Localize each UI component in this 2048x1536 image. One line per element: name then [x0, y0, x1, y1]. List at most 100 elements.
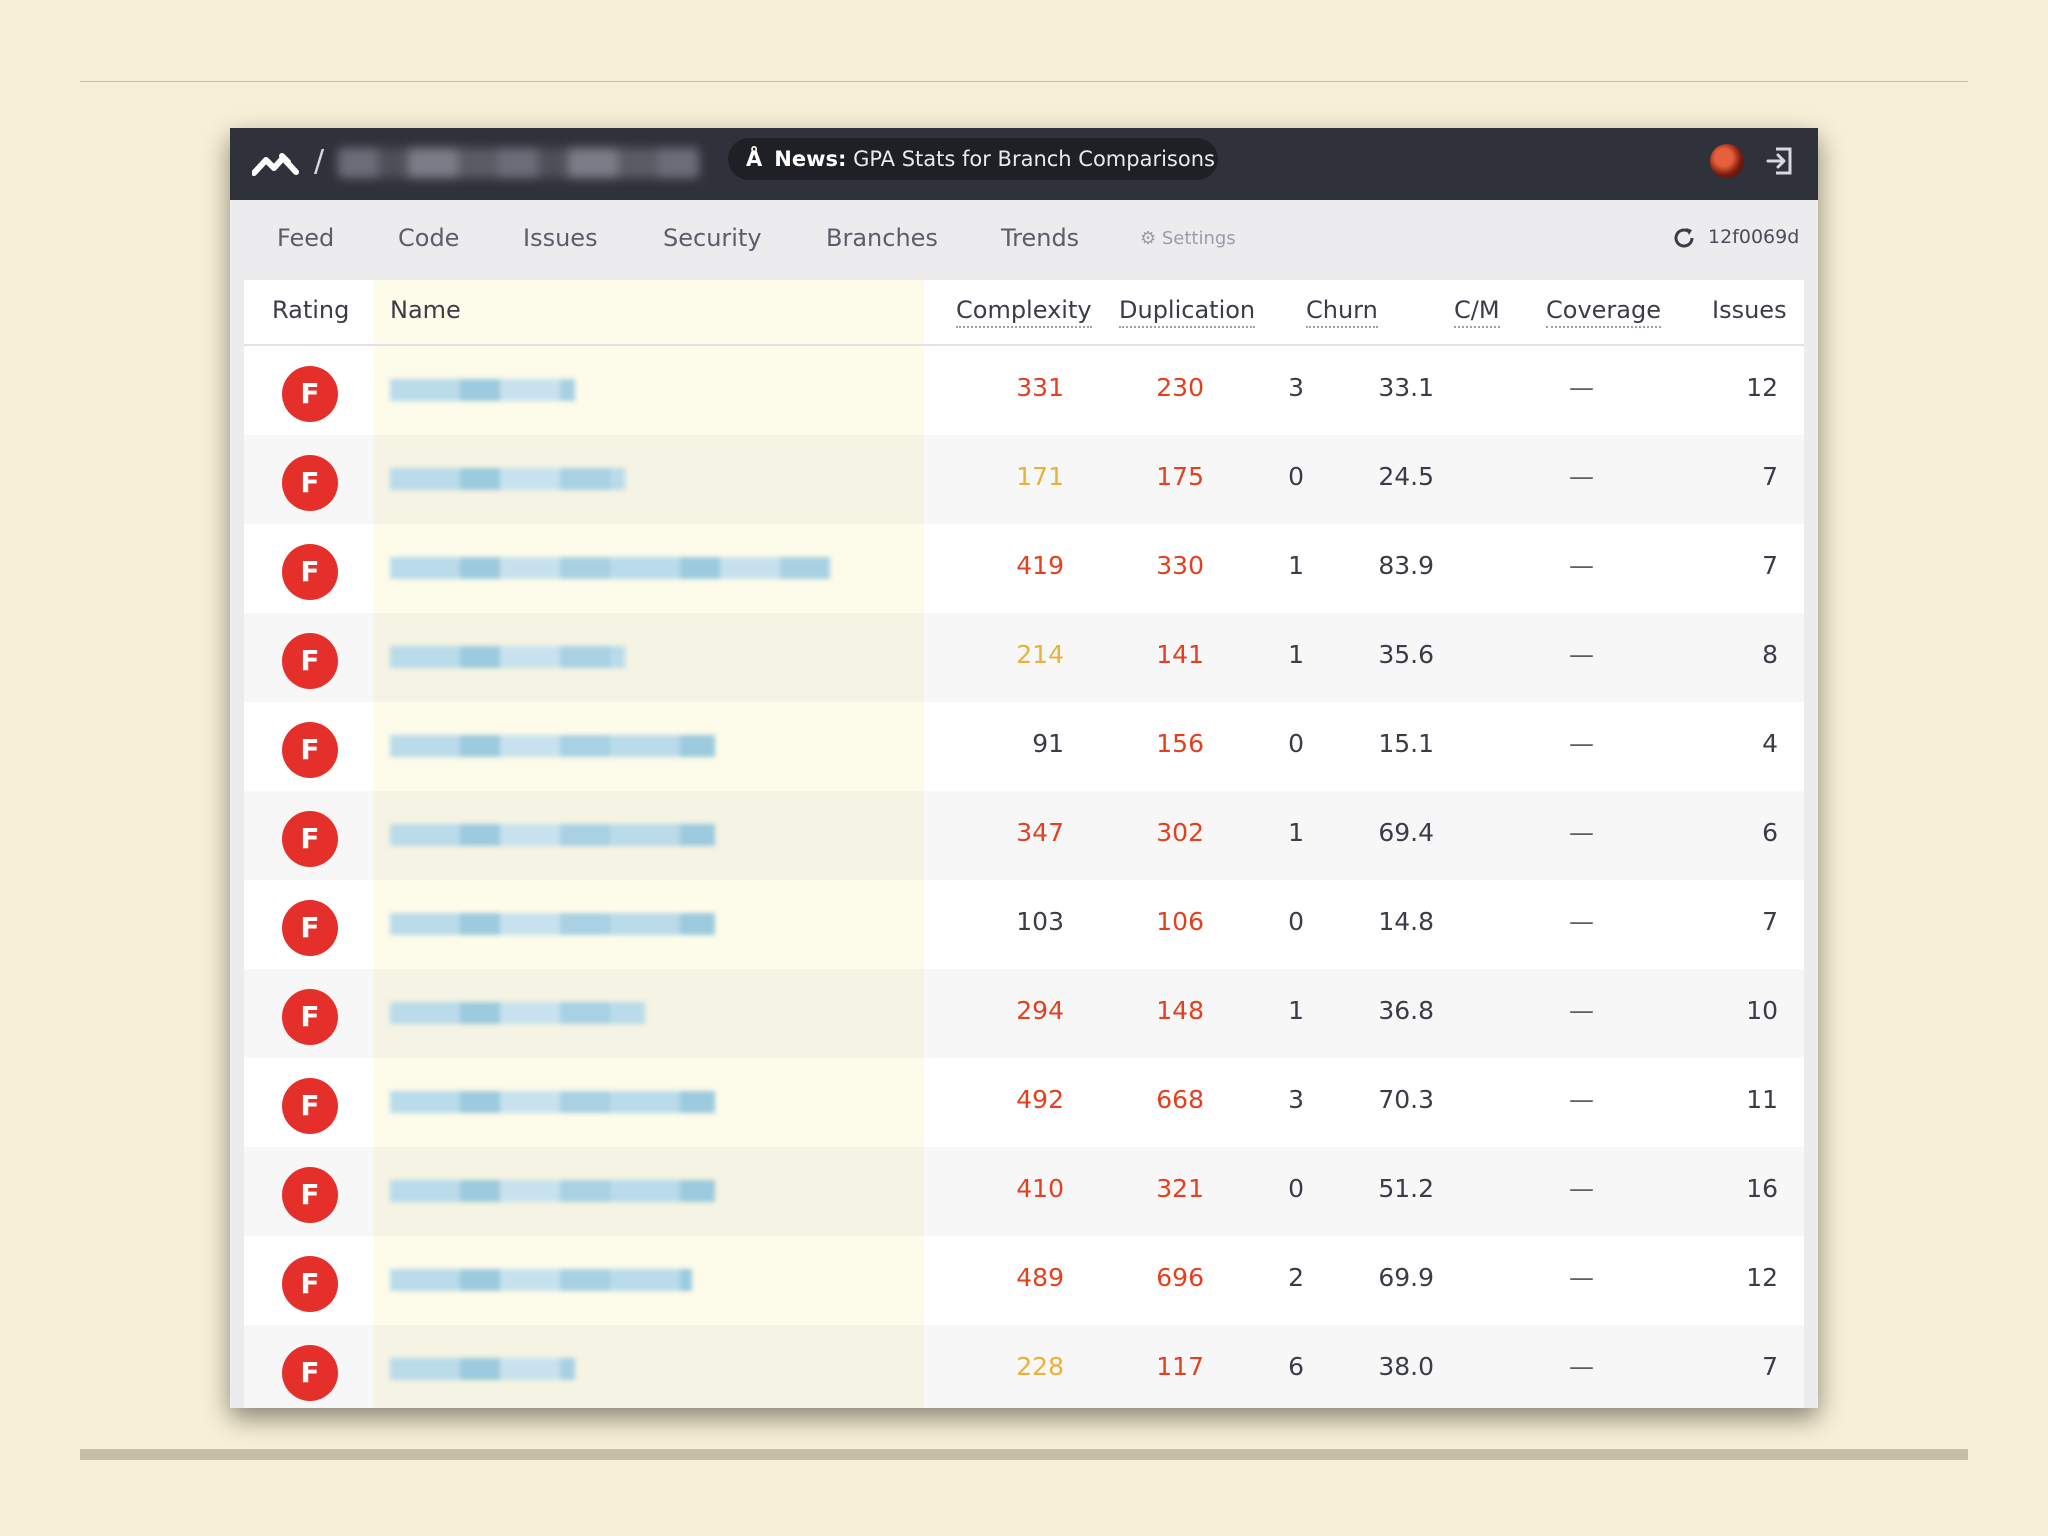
table-row[interactable]: F 489 696 2 69.9 — 12	[244, 1236, 1804, 1325]
duplication-cell: 148	[1156, 996, 1204, 1025]
table-row[interactable]: F 103 106 0 14.8 — 7	[244, 880, 1804, 969]
complexity-cell: 91	[1032, 729, 1064, 758]
rating-badge: F	[282, 1167, 338, 1223]
header-duplication[interactable]: Duplication	[1119, 296, 1256, 328]
churn-cell: 1	[1288, 996, 1304, 1025]
tab-issues[interactable]: Issues	[523, 224, 598, 252]
coverage-cell: —	[1569, 1352, 1594, 1381]
rating-badge: F	[282, 1256, 338, 1312]
issues-cell: 16	[1746, 1174, 1778, 1203]
news-text: GPA Stats for Branch Comparisons	[853, 147, 1215, 171]
issues-cell: 7	[1762, 462, 1778, 491]
news-banner[interactable]: Å News: GPA Stats for Branch Comparisons	[728, 138, 1218, 180]
tab-settings[interactable]: ⚙ Settings	[1140, 228, 1236, 249]
cm-cell: 38.0	[1378, 1352, 1434, 1381]
file-name-redacted[interactable]	[390, 1002, 645, 1024]
tab-branches[interactable]: Branches	[826, 224, 938, 252]
refresh-icon[interactable]	[1672, 226, 1696, 250]
complexity-cell: 347	[1016, 818, 1064, 847]
churn-cell: 3	[1288, 373, 1304, 402]
table-row[interactable]: F 171 175 0 24.5 — 7	[244, 435, 1804, 524]
file-name-redacted[interactable]	[390, 557, 830, 579]
complexity-cell: 489	[1016, 1263, 1064, 1292]
file-name-redacted[interactable]	[390, 735, 715, 757]
rating-badge: F	[282, 366, 338, 422]
coverage-cell: —	[1569, 640, 1594, 669]
file-name-redacted[interactable]	[390, 468, 625, 490]
file-name-redacted[interactable]	[390, 913, 715, 935]
tab-feed[interactable]: Feed	[277, 224, 335, 252]
issues-cell: 12	[1746, 373, 1778, 402]
table-row[interactable]: F 294 148 1 36.8 — 10	[244, 969, 1804, 1058]
header-cm[interactable]: C/M	[1454, 296, 1500, 328]
codeclimate-logo-icon[interactable]	[252, 146, 306, 180]
duplication-cell: 321	[1156, 1174, 1204, 1203]
tab-trends[interactable]: Trends	[1001, 224, 1080, 252]
user-avatar[interactable]	[1710, 144, 1744, 178]
table-row[interactable]: F 228 117 6 38.0 — 7	[244, 1325, 1804, 1408]
coverage-cell: —	[1569, 996, 1594, 1025]
cm-cell: 51.2	[1378, 1174, 1434, 1203]
file-name-redacted[interactable]	[390, 1358, 575, 1380]
churn-cell: 2	[1288, 1263, 1304, 1292]
header-churn[interactable]: Churn	[1306, 296, 1378, 328]
duplication-cell: 106	[1156, 907, 1204, 936]
cm-cell: 69.9	[1378, 1263, 1434, 1292]
cm-cell: 36.8	[1378, 996, 1434, 1025]
table-row[interactable]: F 492 668 3 70.3 — 11	[244, 1058, 1804, 1147]
issues-cell: 7	[1762, 907, 1778, 936]
tab-code[interactable]: Code	[398, 224, 460, 252]
rating-badge: F	[282, 722, 338, 778]
file-name-redacted[interactable]	[390, 1269, 692, 1291]
repo-name-redacted[interactable]	[338, 148, 700, 178]
file-name-redacted[interactable]	[390, 1180, 715, 1202]
cm-cell: 14.8	[1378, 907, 1434, 936]
coverage-cell: —	[1569, 1174, 1594, 1203]
duplication-cell: 302	[1156, 818, 1204, 847]
issues-cell: 7	[1762, 551, 1778, 580]
rating-badge: F	[282, 455, 338, 511]
header-name[interactable]: Name	[390, 296, 461, 324]
news-label: News:	[774, 147, 847, 171]
sign-out-icon[interactable]	[1766, 144, 1796, 178]
slide-bottom-rule	[80, 1449, 1968, 1460]
coverage-cell: —	[1569, 1263, 1594, 1292]
issues-cell: 10	[1746, 996, 1778, 1025]
coverage-cell: —	[1569, 818, 1594, 847]
table-row[interactable]: F 91 156 0 15.1 — 4	[244, 702, 1804, 791]
tab-security[interactable]: Security	[663, 224, 762, 252]
complexity-cell: 294	[1016, 996, 1064, 1025]
table-row[interactable]: F 410 321 0 51.2 — 16	[244, 1147, 1804, 1236]
churn-cell: 1	[1288, 818, 1304, 847]
breadcrumb-separator: /	[314, 144, 325, 179]
rating-badge: F	[282, 1078, 338, 1134]
table-row[interactable]: F 331 230 3 33.1 — 12	[244, 346, 1804, 435]
file-name-redacted[interactable]	[390, 379, 575, 401]
cm-cell: 15.1	[1378, 729, 1434, 758]
file-name-redacted[interactable]	[390, 646, 625, 668]
header-coverage[interactable]: Coverage	[1546, 296, 1661, 328]
commit-sha[interactable]: 12f0069d	[1708, 226, 1800, 248]
churn-cell: 6	[1288, 1352, 1304, 1381]
cm-cell: 35.6	[1378, 640, 1434, 669]
header-rating[interactable]: Rating	[272, 296, 350, 324]
coverage-cell: —	[1569, 907, 1594, 936]
table-row[interactable]: F 347 302 1 69.4 — 6	[244, 791, 1804, 880]
churn-cell: 0	[1288, 907, 1304, 936]
table-row[interactable]: F 419 330 1 83.9 — 7	[244, 524, 1804, 613]
complexity-cell: 410	[1016, 1174, 1064, 1203]
issues-cell: 8	[1762, 640, 1778, 669]
file-name-redacted[interactable]	[390, 1091, 715, 1113]
header-complexity[interactable]: Complexity	[956, 296, 1092, 328]
duplication-cell: 696	[1156, 1263, 1204, 1292]
file-name-redacted[interactable]	[390, 824, 715, 846]
cm-cell: 24.5	[1378, 462, 1434, 491]
churn-cell: 1	[1288, 551, 1304, 580]
header-issues[interactable]: Issues	[1712, 296, 1787, 324]
churn-cell: 0	[1288, 1174, 1304, 1203]
table-row[interactable]: F 214 141 1 35.6 — 8	[244, 613, 1804, 702]
coverage-cell: —	[1569, 373, 1594, 402]
cm-cell: 69.4	[1378, 818, 1434, 847]
churn-cell: 0	[1288, 462, 1304, 491]
rating-badge: F	[282, 989, 338, 1045]
